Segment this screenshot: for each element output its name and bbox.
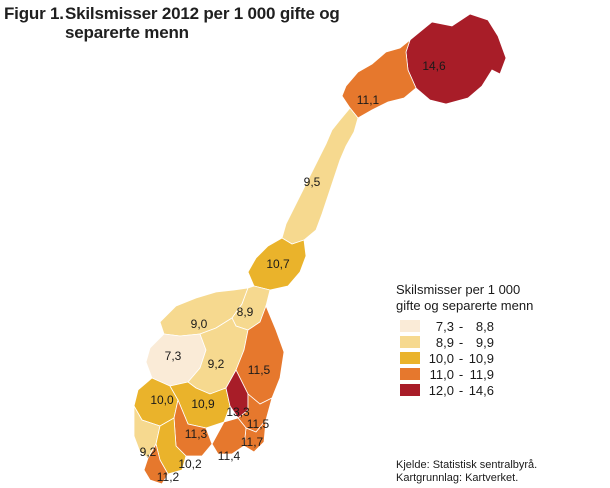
region-label: 10,2: [178, 457, 202, 471]
source-line1: Kjelde: Statistisk sentralbyrå.: [396, 459, 538, 471]
region-trondelag: [247, 237, 307, 291]
region-finnmark: [405, 13, 507, 105]
region-label: 10,7: [266, 257, 290, 271]
figure-prefix: Figur 1.: [4, 4, 64, 23]
legend-swatch: [400, 352, 420, 364]
region-label: 7,3: [165, 349, 182, 363]
legend-row: 10,0-10,9: [400, 350, 533, 366]
legend-row: 7,3-8,8: [400, 318, 533, 334]
region-label: 11,5: [247, 417, 270, 431]
region-label: 11,3: [185, 427, 208, 441]
region-label: 11,1: [357, 93, 380, 107]
legend-range-low: 10,0: [428, 350, 454, 366]
source-note: Kjelde: Statistisk sentralbyrå. Kartgrun…: [396, 459, 537, 485]
region-label: 9,5: [304, 175, 321, 189]
legend-title-line1: Skilsmisser per 1 000: [396, 282, 521, 297]
legend-range-low: 12,0: [428, 382, 454, 398]
region-label: 13,3: [226, 405, 250, 419]
legend-title: Skilsmisser per 1 000 gifte og separerte…: [396, 282, 533, 314]
region-label: 14,6: [422, 59, 446, 73]
legend-range-high: 14,6: [468, 382, 494, 398]
map-legend: Skilsmisser per 1 000 gifte og separerte…: [396, 282, 533, 398]
legend-row: 12,0-14,6: [400, 382, 533, 398]
legend-row: 11,0-11,9: [400, 366, 533, 382]
region-label: 8,9: [237, 305, 254, 319]
legend-range-high: 11,9: [469, 366, 494, 382]
region-label: 11,7: [241, 435, 264, 449]
region-vestfold: [211, 417, 247, 455]
figure-title-line2: separerte menn: [65, 23, 189, 42]
legend-swatch: [400, 336, 420, 348]
legend-range-high: 9,9: [475, 334, 494, 350]
region-label: 11,5: [248, 363, 271, 377]
legend-range-low: 8,9: [435, 334, 454, 350]
region-vest-agder: [143, 442, 169, 485]
region-label: 10,9: [191, 397, 215, 411]
region-label: 9,2: [208, 357, 225, 371]
legend-swatch: [400, 368, 420, 380]
region-label: 9,2: [140, 445, 157, 459]
source-line2: Kartgrunnlag: Kartverket.: [396, 472, 519, 484]
region-label: 10,0: [150, 393, 174, 407]
region-label: 11,2: [157, 470, 180, 484]
legend-title-line2: gifte og separerte menn: [396, 298, 534, 313]
legend-range-high: 10,9: [468, 350, 494, 366]
legend-swatch: [400, 384, 420, 396]
legend-range-low: 7,3: [435, 318, 454, 334]
region-hedmark: [235, 304, 285, 405]
legend-swatch: [400, 320, 420, 332]
legend-range-low: 11,0: [429, 366, 454, 382]
figure-title-line1: Skilsmisser 2012 per 1 000 gifte og: [65, 4, 340, 23]
legend-row: 8,9-9,9: [400, 334, 533, 350]
figure-title: Figur 1.Skilsmisser 2012 per 1 000 gifte…: [4, 4, 340, 42]
legend-range-high: 8,8: [475, 318, 494, 334]
region-label: 9,0: [191, 317, 208, 331]
region-label: 11,4: [218, 449, 241, 463]
